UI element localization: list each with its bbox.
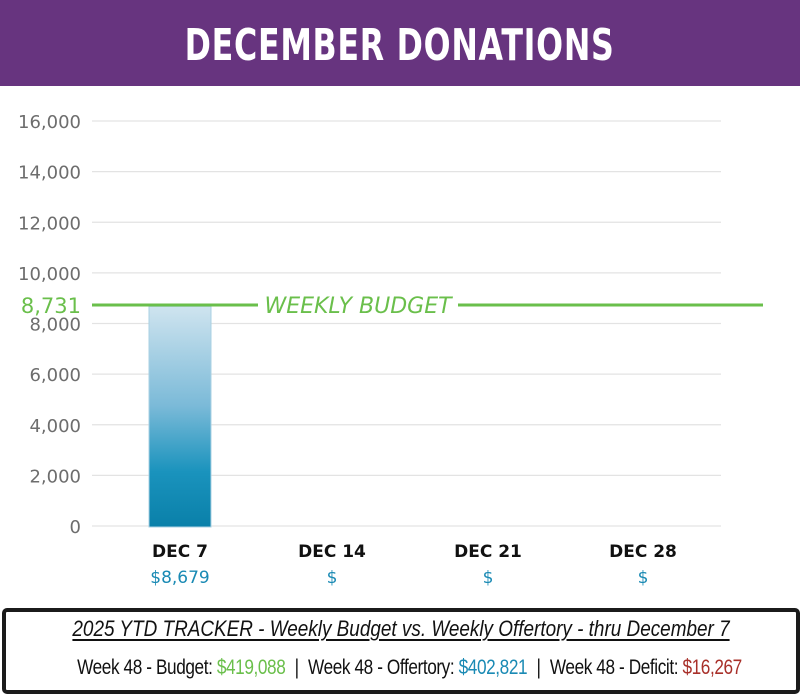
budget-value-label: 8,731 [21, 294, 81, 318]
x-tick-label: DEC 7 [152, 542, 208, 562]
value-label: $ [327, 568, 338, 588]
y-tick-label: 6,000 [29, 365, 81, 386]
value-label: $ [483, 568, 494, 588]
donations-bar-chart: 0 2,000 4,000 6,000 8,000 10,000 12,000 14,000 1… [18, 112, 763, 588]
y-tick-label: 10,000 [18, 264, 81, 285]
y-tick-label: 0 [70, 517, 81, 538]
y-tick-label: 14,000 [18, 163, 81, 184]
header-banner: DECEMBER DONATIONS [0, 0, 800, 86]
budget-value: $419,088 [216, 656, 286, 679]
deficit-label: Week 48 - Deficit: [549, 656, 679, 679]
ytd-tracker-box: 2025 YTD TRACKER - Weekly Budget vs. Wee… [2, 608, 800, 694]
budget-reference: WEEKLY BUDGET 8,731 [21, 294, 763, 319]
x-axis-ticks: DEC 7 $8,679 DEC 14 $ DEC 21 $ DEC 28 $ [150, 542, 677, 588]
tracker-title-text: 2025 YTD TRACKER - Weekly Budget vs. Wee… [72, 616, 730, 641]
y-tick-label: 4,000 [29, 416, 81, 437]
separator: | [536, 656, 541, 679]
offertory-value: $402,821 [458, 656, 528, 679]
y-tick-label: 16,000 [18, 112, 81, 133]
budget-label: Week 48 - Budget: [77, 656, 213, 679]
offertory-label: Week 48 - Offertory: [308, 656, 455, 679]
tracker-summary-row: Week 48 - Budget: $419,088 | Week 48 - O… [77, 656, 742, 680]
bar-dec-7 [148, 305, 212, 528]
value-label: $8,679 [150, 568, 209, 588]
y-tick-label: 2,000 [29, 466, 81, 487]
deficit-value: $16,267 [682, 656, 742, 679]
value-label: $ [638, 568, 649, 588]
y-tick-label: 12,000 [18, 213, 81, 234]
page-title: DECEMBER DONATIONS [184, 19, 615, 71]
tracker-title: 2025 YTD TRACKER - Weekly Budget vs. Wee… [61, 616, 740, 642]
bars [148, 305, 212, 528]
separator: | [294, 656, 299, 679]
budget-line-label: WEEKLY BUDGET [264, 294, 453, 319]
x-tick-label: DEC 21 [454, 542, 522, 562]
x-tick-label: DEC 28 [609, 542, 677, 562]
y-tick-label: 8,000 [29, 315, 81, 336]
y-axis-ticks: 0 2,000 4,000 6,000 8,000 10,000 12,000 14,000 1… [18, 112, 81, 538]
x-tick-label: DEC 14 [298, 542, 366, 562]
